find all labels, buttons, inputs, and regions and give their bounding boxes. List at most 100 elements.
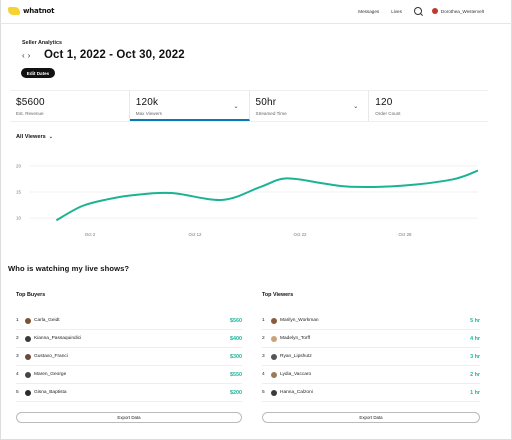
- top-viewers-title: Top Viewers: [262, 292, 294, 298]
- stats-bar: $5600 Est. Revenue 120k Max Viewers ⌄ 50…: [10, 90, 488, 122]
- row-value: $550: [230, 371, 242, 378]
- row-rank: 5: [262, 390, 265, 395]
- stat-label: Order Count: [375, 111, 401, 116]
- edit-dates-button[interactable]: Edit Dates: [21, 68, 55, 78]
- date-nav: ‹›: [22, 51, 33, 60]
- row-username[interactable]: Carla_Geidt: [34, 318, 60, 323]
- row-value: 2 hr: [470, 371, 480, 378]
- row-value: $300: [230, 353, 242, 360]
- x-tick-label: Oct 22: [294, 232, 307, 237]
- stat-card-order-count[interactable]: 120 Order Count: [369, 91, 488, 121]
- row-value: 4 hr: [470, 335, 480, 342]
- export-viewers-button[interactable]: Export Data: [262, 412, 480, 423]
- top-buyers-panel: Top Buyers 1 Carla_Geidt $560 2 Kianna_Passa…: [16, 292, 242, 423]
- logo-mark-icon: [8, 7, 20, 15]
- row-value: 1 hr: [470, 389, 480, 396]
- stat-value: 50hr: [255, 97, 277, 108]
- row-username[interactable]: Madelyn_Torff: [280, 336, 311, 341]
- row-rank: 3: [262, 354, 265, 359]
- viewers-series-line: [55, 169, 479, 222]
- user-name[interactable]: Dorothea_Westervelt: [440, 8, 484, 14]
- avatar: [271, 317, 277, 324]
- table-row[interactable]: 4 Lydia_Vaccaro 2 hr: [262, 366, 480, 384]
- brand-logo[interactable]: whatnot: [8, 7, 54, 15]
- row-rank: 2: [16, 336, 19, 341]
- row-username[interactable]: Hanna_Calzoni: [280, 390, 313, 395]
- row-rank: 4: [262, 372, 265, 377]
- stat-card-streamed-time[interactable]: 50hr Streamed Time ⌄: [250, 91, 370, 121]
- row-username[interactable]: Kianna_Passaquindici: [34, 336, 82, 341]
- top-nav: Messages Lives Dorothea_Westervelt: [346, 7, 484, 15]
- viewer-filter-dropdown[interactable]: All Viewers ⌄: [16, 134, 53, 140]
- y-tick-label: 10: [16, 216, 21, 221]
- breadcrumb: Seller Analytics: [22, 40, 62, 46]
- next-period-icon[interactable]: ›: [27, 51, 34, 60]
- stat-label: Est. Revenue: [16, 111, 44, 116]
- row-rank: 3: [16, 354, 19, 359]
- x-tick-label: Oct 28: [399, 232, 412, 237]
- row-value: 3 hr: [470, 353, 480, 360]
- brand-name: whatnot: [23, 7, 55, 15]
- table-row[interactable]: 1 Marilyn_Workman 5 hr: [262, 312, 480, 330]
- row-username[interactable]: Gustavo_Franci: [34, 354, 68, 359]
- avatar: [271, 335, 277, 342]
- x-tick-label: Oct 12: [189, 232, 202, 237]
- line-chart-svg: 20 15 10 Oct 2 Oct 12 Oct 22 Oct 28: [16, 163, 479, 237]
- row-rank: 5: [16, 390, 19, 395]
- table-row[interactable]: 5 Hanna_Calzoni 1 hr: [262, 384, 480, 402]
- chevron-down-icon: ⌄: [48, 134, 53, 140]
- avatar: [25, 389, 31, 396]
- chevron-down-icon[interactable]: ⌄: [233, 104, 239, 110]
- viewer-filter-label: All Viewers: [16, 134, 46, 140]
- top-buyers-title: Top Buyers: [16, 292, 46, 298]
- avatar: [25, 371, 31, 378]
- stat-card-revenue[interactable]: $5600 Est. Revenue: [10, 91, 130, 121]
- section-title: Who is watching my live shows?: [8, 264, 130, 273]
- row-username[interactable]: Gisna_Baptista: [34, 390, 67, 395]
- avatar: [25, 317, 31, 324]
- row-username[interactable]: Maren_George: [34, 372, 67, 377]
- avatar: [271, 371, 277, 378]
- row-value: 5 hr: [470, 317, 480, 324]
- user-avatar[interactable]: [431, 8, 438, 14]
- date-range-title: Oct 1, 2022 - Oct 30, 2022: [44, 49, 185, 61]
- top-bar: whatnot Messages Lives Dorothea_Westerve…: [0, 0, 512, 24]
- row-username[interactable]: Marilyn_Workman: [280, 318, 319, 323]
- avatar: [25, 353, 31, 360]
- prev-period-icon[interactable]: ‹: [22, 51, 28, 60]
- avatar: [25, 335, 31, 342]
- top-viewers-panel: Top Viewers 1 Marilyn_Workman 5 hr 2 Madelyn…: [262, 292, 480, 423]
- stat-value: 120k: [135, 97, 159, 108]
- stat-card-max-viewers[interactable]: 120k Max Viewers ⌄: [129, 91, 250, 121]
- row-rank: 4: [16, 372, 19, 377]
- viewers-chart: 20 15 10 Oct 2 Oct 12 Oct 22 Oct 28: [0, 150, 512, 246]
- y-tick-label: 15: [16, 190, 21, 195]
- table-row[interactable]: 4 Maren_George $550: [16, 366, 242, 384]
- nav-lives-link[interactable]: Lives: [391, 8, 402, 14]
- stat-value: $5600: [16, 97, 45, 108]
- row-rank: 2: [262, 336, 265, 341]
- nav-messages-link[interactable]: Messages: [358, 8, 380, 14]
- y-tick-label: 20: [16, 163, 21, 168]
- table-row[interactable]: 3 Gustavo_Franci $300: [16, 348, 242, 366]
- row-value: $200: [230, 389, 242, 396]
- stat-label: Streamed Time: [255, 111, 287, 116]
- table-row[interactable]: 2 Kianna_Passaquindici $400: [16, 330, 242, 348]
- avatar: [271, 389, 277, 396]
- row-rank: 1: [16, 318, 19, 323]
- table-row[interactable]: 1 Carla_Geidt $560: [16, 312, 242, 330]
- row-value: $560: [230, 317, 242, 324]
- avatar: [271, 353, 277, 360]
- search-icon[interactable]: [413, 7, 422, 15]
- row-username[interactable]: Ryan_Lipshutz: [280, 354, 312, 359]
- x-tick-label: Oct 2: [85, 232, 96, 237]
- table-row[interactable]: 3 Ryan_Lipshutz 3 hr: [262, 348, 480, 366]
- export-buyers-button[interactable]: Export Data: [16, 412, 242, 423]
- table-row[interactable]: 2 Madelyn_Torff 4 hr: [262, 330, 480, 348]
- stat-value: 120: [375, 97, 393, 108]
- row-value: $400: [230, 335, 242, 342]
- table-row[interactable]: 5 Gisna_Baptista $200: [16, 384, 242, 402]
- stat-label: Max Viewers: [135, 111, 162, 116]
- row-username[interactable]: Lydia_Vaccaro: [280, 372, 312, 377]
- chevron-down-icon[interactable]: ⌄: [353, 104, 359, 110]
